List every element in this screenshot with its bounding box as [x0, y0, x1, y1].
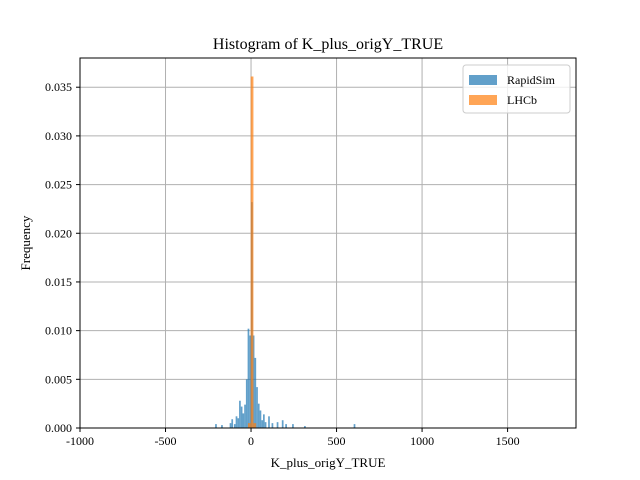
histogram-bar-rapidsim	[245, 379, 248, 428]
y-axis-label: Frequency	[18, 215, 33, 270]
histogram-bar-lhcb	[250, 76, 254, 428]
legend-swatch-lhcb	[469, 95, 497, 105]
histogram-bar-rapidsim	[221, 425, 223, 428]
histogram-bar-rapidsim	[229, 423, 232, 428]
x-tick-label: -1000	[66, 434, 94, 448]
histogram-bar-rapidsim	[257, 403, 260, 428]
x-tick-label: 1000	[410, 434, 434, 448]
histogram-bar-rapidsim	[263, 414, 265, 428]
axis-ticks: -1000 -500 0 500 1000 1500 0.000 0.005 0.010 0.01…	[45, 80, 520, 448]
chart-title: Histogram of K_plus_origY_TRUE	[213, 36, 443, 53]
histogram-bar-rapidsim	[285, 424, 287, 428]
histogram-bar-rapidsim	[264, 422, 267, 428]
x-axis-label: K_plus_origY_TRUE	[271, 455, 386, 470]
y-tick-label: 0.030	[45, 129, 72, 143]
histogram-bar-lhcb	[253, 423, 257, 428]
y-tick-label: 0.035	[45, 80, 72, 94]
histogram-bar-rapidsim	[237, 418, 240, 428]
histogram-bar-rapidsim	[244, 404, 246, 428]
x-tick-label: 0	[248, 434, 254, 448]
histogram-bar-lhcb	[247, 423, 251, 428]
histogram-bar-rapidsim	[353, 424, 356, 428]
histogram-bar-rapidsim	[304, 426, 306, 428]
y-tick-label: 0.005	[45, 372, 72, 386]
histogram-bar-rapidsim	[276, 422, 279, 428]
x-tick-label: 1500	[496, 434, 520, 448]
y-tick-label: 0.020	[45, 226, 72, 240]
histogram-bar-rapidsim	[254, 357, 257, 428]
x-tick-label: 500	[328, 434, 346, 448]
histogram-bar-rapidsim	[249, 335, 252, 428]
histogram-bar-rapidsim	[231, 419, 234, 428]
histogram-bar-rapidsim	[242, 413, 245, 428]
histogram-bar-rapidsim	[252, 335, 255, 428]
y-tick-label: 0.010	[45, 324, 72, 338]
histogram-bar-rapidsim	[259, 410, 262, 428]
legend: RapidSim LHCb	[462, 64, 571, 114]
histogram-bar-rapidsim	[247, 328, 250, 428]
histogram-bar-rapidsim	[261, 420, 264, 428]
histogram-bar-rapidsim	[233, 424, 236, 428]
histogram-bar-rapidsim	[240, 406, 243, 428]
y-tick-label: 0.000	[45, 421, 72, 435]
histogram-bar-rapidsim	[268, 416, 270, 428]
histogram-bar-rapidsim	[256, 387, 258, 428]
legend-swatch-rapidsim	[469, 75, 497, 85]
histogram-bar-rapidsim	[235, 416, 238, 428]
legend-label-lhcb: LHCb	[507, 93, 537, 107]
histogram-bar-rapidsim	[281, 420, 284, 428]
histogram-bars	[215, 76, 356, 428]
plot-frame	[79, 57, 577, 429]
histogram-bar-rapidsim	[239, 400, 241, 428]
y-tick-label: 0.025	[45, 178, 72, 192]
histogram-bar-rapidsim	[271, 423, 274, 428]
y-tick-label: 0.015	[45, 275, 72, 289]
x-tick-label: -500	[155, 434, 177, 448]
legend-label-rapidsim: RapidSim	[507, 73, 556, 87]
histogram-bar-rapidsim	[215, 424, 217, 428]
histogram-bar-rapidsim	[292, 424, 294, 428]
